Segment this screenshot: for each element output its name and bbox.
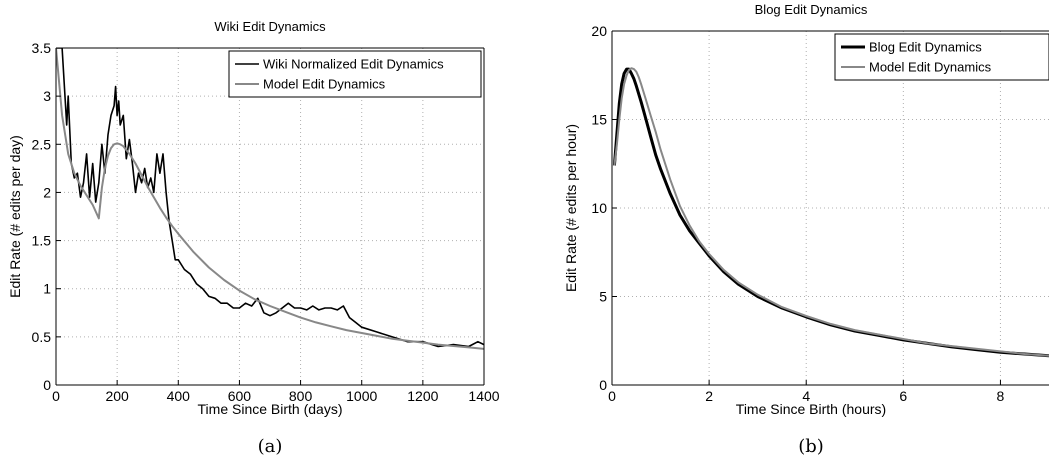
panel-caption: (b) [798, 436, 824, 457]
y-tick-label: 2 [43, 184, 51, 200]
series-line-model [56, 48, 484, 350]
y-tick-label: 1.5 [32, 233, 52, 249]
x-tick-label: 4 [802, 388, 810, 404]
y-tick-label: 0.5 [32, 329, 52, 345]
chart-a: 0 200 400 600 800 1000 1200 1400 0 0.5 1 1.5 2 2.5 3 3.… [7, 19, 500, 457]
legend-label: Blog Edit Dynamics [869, 40, 982, 55]
series-line-data [56, 48, 484, 348]
legend-label: Model Edit Dynamics [869, 60, 992, 75]
y-axis-label: Edit Rate (# edits per hour) [563, 124, 579, 292]
y-tick-label: 3 [43, 88, 51, 104]
y-tick-label: 1 [43, 281, 51, 297]
legend-box [834, 33, 1049, 81]
y-tick-label: 10 [591, 200, 607, 216]
series-line-data [612, 67, 1049, 358]
y-tick-label: 0 [599, 377, 607, 393]
y-tick-label: 2.5 [32, 136, 52, 152]
x-tick-label: 0 [608, 388, 616, 404]
x-axis-label: Time Since Birth (hours) [736, 401, 886, 417]
legend-label: Wiki Normalized Edit Dynamics [263, 57, 444, 72]
x-tick-label: 0 [52, 388, 60, 404]
chart-title: Blog Edit Dynamics [755, 2, 868, 17]
series-line-model [613, 67, 1049, 357]
x-tick-label: 1000 [346, 388, 377, 404]
x-axis-label: Time Since Birth (days) [198, 401, 343, 417]
y-axis-label: Edit Rate (# edits per day) [7, 135, 23, 298]
x-tick-label: 400 [167, 388, 191, 404]
x-tick-label: 1400 [468, 388, 499, 404]
chart-title: Wiki Edit Dynamics [214, 19, 326, 34]
x-tick-label: 6 [899, 388, 907, 404]
y-tick-label: 3.5 [32, 40, 52, 56]
legend-box [228, 50, 482, 98]
y-tick-label: 20 [591, 23, 607, 39]
chart-b: 0 2 4 6 8 0 5 10 15 20 Blog Edit Dynamics Time Sinc… [563, 2, 1049, 457]
y-tick-label: 0 [43, 377, 51, 393]
x-tick-label: 800 [289, 388, 313, 404]
legend-label: Model Edit Dynamics [263, 77, 386, 92]
x-tick-label: 600 [228, 388, 252, 404]
panel-caption: (a) [258, 436, 283, 457]
x-tick-label: 8 [997, 388, 1005, 404]
x-tick-label: 2 [705, 388, 713, 404]
x-tick-label: 1200 [407, 388, 438, 404]
x-tick-label: 200 [105, 388, 129, 404]
y-tick-label: 5 [599, 289, 607, 305]
y-tick-label: 15 [591, 112, 607, 128]
legend: Blog Edit Dynamics Model Edit Dynamics [834, 33, 1049, 81]
legend: Wiki Normalized Edit Dynamics Model Edit … [228, 50, 482, 98]
